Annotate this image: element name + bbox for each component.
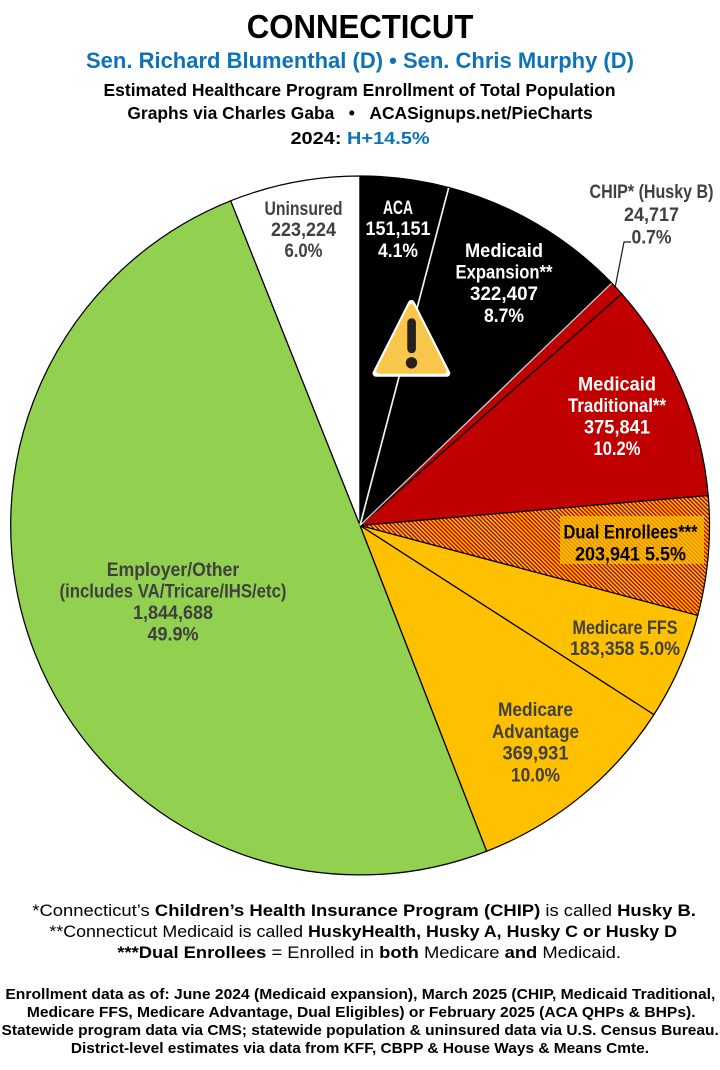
svg-text:Medicaid: Medicaid	[465, 241, 543, 262]
svg-text:375,841: 375,841	[584, 417, 650, 438]
svg-text:369,931: 369,931	[503, 743, 569, 764]
svg-text:Advantage: Advantage	[492, 722, 579, 743]
svg-text:Traditional**: Traditional**	[568, 396, 667, 417]
svg-text:Employer/Other: Employer/Other	[107, 560, 240, 581]
svg-text:(includes VA/Tricare/IHS/etc): (includes VA/Tricare/IHS/etc)	[60, 581, 287, 602]
svg-text:203,941 5.5%: 203,941 5.5%	[575, 544, 686, 565]
svg-text:49.9%: 49.9%	[148, 624, 199, 645]
svg-text:322,407: 322,407	[470, 284, 538, 305]
svg-text:223,224: 223,224	[271, 220, 336, 241]
svg-text:Medicare: Medicare	[498, 700, 573, 721]
svg-text:Expansion**: Expansion**	[456, 263, 554, 284]
svg-text:Dual Enrollees***: Dual Enrollees***	[564, 522, 699, 543]
svg-text:Medicare FFS: Medicare FFS	[573, 618, 678, 639]
svg-text:183,358 5.0%: 183,358 5.0%	[570, 639, 680, 660]
svg-text:1,844,688: 1,844,688	[133, 603, 213, 624]
svg-text:ACA: ACA	[383, 198, 413, 219]
svg-text:6.0%: 6.0%	[285, 241, 323, 262]
svg-text:Medicaid: Medicaid	[578, 374, 656, 395]
svg-text:10.2%: 10.2%	[594, 439, 641, 460]
svg-text:10.0%: 10.0%	[511, 766, 560, 787]
svg-text:4.1%: 4.1%	[378, 241, 418, 262]
svg-text:Uninsured: Uninsured	[265, 199, 343, 220]
svg-text:CHIP* (Husky B): CHIP* (Husky B)	[590, 182, 714, 203]
svg-text:151,151: 151,151	[366, 219, 431, 240]
svg-text:0.7%: 0.7%	[632, 227, 672, 248]
svg-text:24,717: 24,717	[624, 205, 679, 226]
svg-text:8.7%: 8.7%	[484, 306, 524, 327]
